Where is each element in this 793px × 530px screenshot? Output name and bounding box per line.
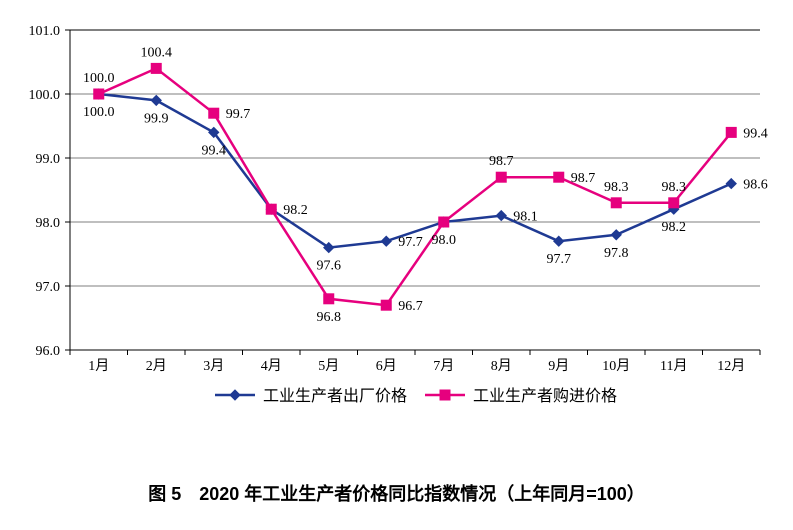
data-point — [151, 63, 161, 73]
data-point — [669, 198, 679, 208]
y-tick-label: 98.0 — [36, 216, 61, 231]
y-tick-label: 100.0 — [29, 88, 61, 103]
series-line-ppi_out — [99, 94, 732, 248]
data-point — [439, 217, 449, 227]
x-tick-label: 7月 — [433, 358, 454, 374]
x-tick-label: 2月 — [146, 358, 167, 374]
data-point — [496, 172, 506, 182]
data-label: 98.2 — [662, 220, 687, 235]
data-label: 99.9 — [144, 111, 169, 126]
data-label: 98.7 — [571, 171, 596, 186]
data-point — [209, 108, 219, 118]
x-tick-label: 4月 — [261, 358, 282, 374]
data-label: 97.6 — [317, 259, 342, 274]
y-tick-label: 99.0 — [36, 152, 61, 167]
x-tick-label: 6月 — [376, 358, 397, 374]
data-label: 98.6 — [743, 178, 768, 193]
data-point — [151, 95, 161, 105]
data-label: 96.7 — [398, 299, 423, 314]
data-label: 98.3 — [662, 180, 687, 195]
data-point — [324, 294, 334, 304]
x-tick-label: 12月 — [717, 358, 745, 374]
y-tick-label: 101.0 — [29, 24, 61, 39]
data-point — [554, 172, 564, 182]
data-label: 98.0 — [432, 233, 457, 248]
data-point — [381, 236, 391, 246]
data-point — [381, 300, 391, 310]
data-point — [266, 204, 276, 214]
data-label: 97.7 — [398, 235, 423, 250]
x-tick-label: 10月 — [602, 358, 630, 374]
y-tick-label: 97.0 — [36, 280, 61, 295]
data-point — [554, 236, 564, 246]
legend-label: 工业生产者出厂价格 — [263, 387, 407, 405]
line-chart: 96.0 97.0 98.0 99.0 100.0 101.0 1月 2月 3月 4月 5月 6月 7月… — [0, 0, 793, 460]
chart-container: 96.0 97.0 98.0 99.0 100.0 101.0 1月 2月 3月 4月 5月 6月 7月… — [0, 0, 793, 530]
y-tick-label: 96.0 — [36, 344, 61, 359]
data-label: 100.0 — [83, 105, 115, 120]
x-tick-label: 8月 — [491, 358, 512, 374]
data-label: 98.1 — [513, 210, 538, 225]
data-point — [726, 127, 736, 137]
data-point — [496, 211, 506, 221]
x-tick-label: 5月 — [318, 358, 339, 374]
data-label: 96.8 — [317, 310, 342, 325]
x-tick-label: 1月 — [88, 358, 109, 374]
data-label: 98.7 — [489, 154, 514, 169]
data-point — [94, 89, 104, 99]
series-line-ppi_in — [99, 68, 732, 305]
data-label: 99.4 — [743, 126, 768, 141]
data-label: 97.8 — [604, 246, 629, 261]
x-tick-label: 11月 — [660, 358, 687, 374]
data-point — [611, 230, 621, 240]
data-point — [726, 179, 736, 189]
data-label: 99.4 — [202, 143, 227, 158]
data-label: 99.7 — [226, 107, 251, 122]
data-point — [611, 198, 621, 208]
data-label: 100.4 — [141, 45, 173, 60]
data-label: 97.7 — [547, 252, 572, 267]
legend-label: 工业生产者购进价格 — [473, 387, 617, 405]
x-tick-label: 3月 — [203, 358, 224, 374]
x-tick-label: 9月 — [548, 358, 569, 374]
data-label: 98.2 — [283, 203, 308, 218]
data-label: 100.0 — [83, 71, 115, 86]
data-label: 98.3 — [604, 180, 629, 195]
chart-caption: 图 5 2020 年工业生产者价格同比指数情况（上年同月=100） — [0, 480, 793, 506]
